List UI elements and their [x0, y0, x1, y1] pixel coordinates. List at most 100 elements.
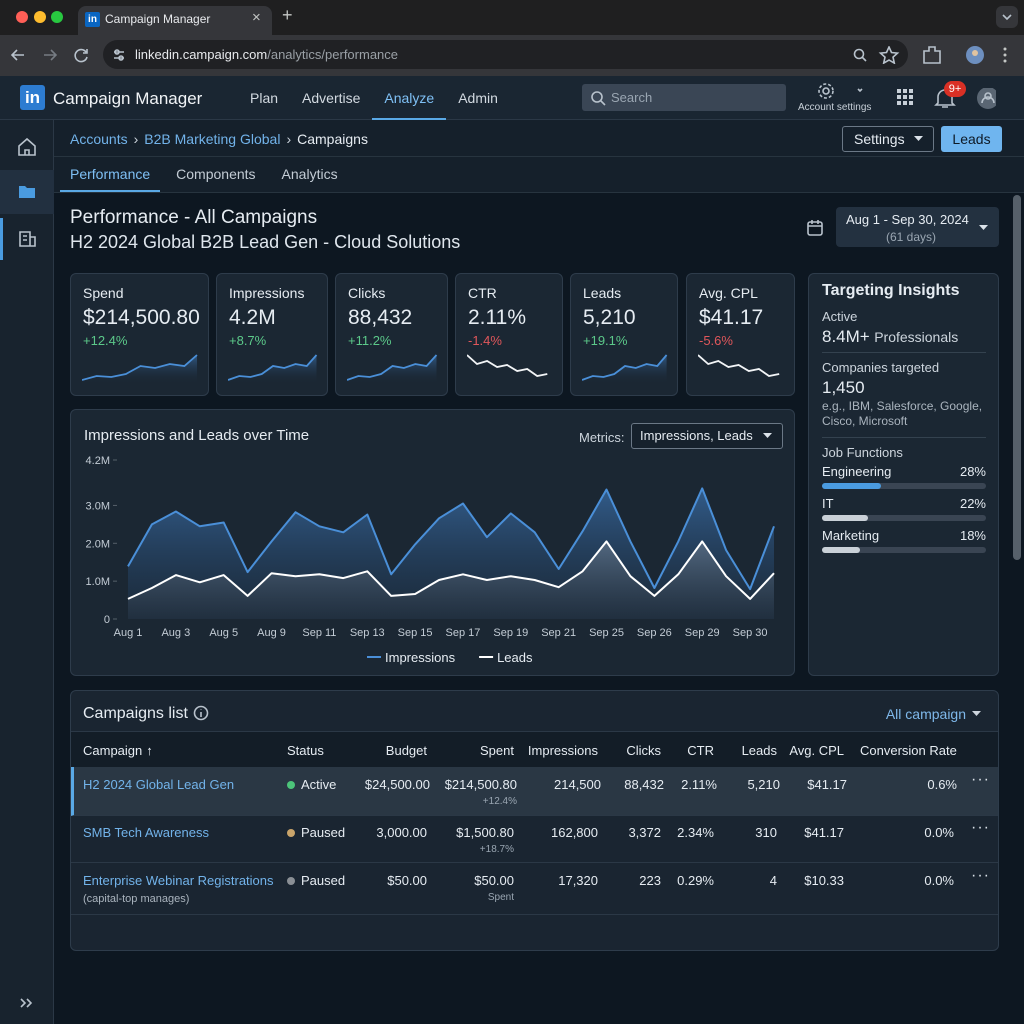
status-dot: [287, 829, 295, 837]
calendar-icon[interactable]: [806, 219, 824, 237]
cell-impressions: 162,800: [551, 825, 598, 840]
campaign-name[interactable]: H2 2024 Global Lead Gen: [83, 777, 235, 792]
cell-clicks: 3,372: [628, 825, 661, 840]
column-header[interactable]: Status: [287, 743, 324, 758]
table-row[interactable]: SMB Tech Awareness Paused 3,000.00 $1,500.8…: [71, 815, 998, 863]
campaign-name[interactable]: Enterprise Webinar Registrations: [83, 873, 274, 888]
search-box[interactable]: Search: [582, 84, 786, 111]
sidebar-icons[interactable]: [0, 120, 54, 1024]
column-header[interactable]: Avg. CPL: [789, 743, 844, 758]
sparkline-area: [82, 355, 198, 384]
row-menu[interactable]: ···: [971, 867, 990, 884]
column-header[interactable]: Clicks: [626, 743, 661, 758]
kpi-change: +19.1%: [583, 333, 628, 348]
column-header[interactable]: Conversion Rate: [860, 743, 957, 758]
tab[interactable]: Components: [176, 166, 256, 182]
caret: [972, 711, 981, 716]
info-icon[interactable]: [193, 705, 209, 721]
campaign-note: (capital-top manages): [83, 893, 190, 905]
kpi-change: +11.2%: [348, 333, 392, 348]
sparkline-line: [228, 354, 318, 381]
nav-item[interactable]: Admin: [458, 90, 498, 106]
kpi-card: Spend $214,500.80 +12.4%: [70, 273, 209, 396]
search-icon: [591, 91, 606, 106]
cell-spent: $50.00: [474, 873, 514, 888]
kpi-value: 5,210: [583, 306, 636, 329]
column-header[interactable]: Budget: [385, 743, 427, 758]
job-function-name: IT: [822, 496, 834, 511]
kpi-label: Avg. CPL: [699, 285, 758, 301]
breadcrumb-item: Campaigns: [297, 131, 368, 147]
sparkline-line: [582, 354, 668, 381]
x-tick-label: Sep 26: [637, 627, 672, 639]
row-menu[interactable]: ···: [971, 819, 990, 836]
new-tab[interactable]: +: [282, 5, 293, 25]
url-bar[interactable]: linkedin.campaign.com/analytics/performa…: [103, 40, 908, 69]
status: Paused: [287, 873, 345, 888]
date-picker[interactable]: Aug 1 - Sep 30, 2024 (61 days): [836, 207, 999, 247]
nav-item[interactable]: Plan: [250, 90, 279, 106]
url-actions[interactable]: [851, 46, 901, 64]
column-header[interactable]: Spent: [480, 743, 514, 758]
legend-label: Impressions: [385, 650, 456, 665]
table-row[interactable]: H2 2024 Global Lead Gen Active $24,500.00 $…: [71, 767, 998, 816]
kpi-label: Impressions: [229, 285, 305, 301]
leads-button[interactable]: Leads: [941, 126, 1002, 152]
toolbar: linkedin.campaign.com/analytics/performa…: [0, 35, 1024, 76]
breadcrumb-item[interactable]: B2B Marketing Global: [144, 131, 281, 147]
column-header[interactable]: CTR: [687, 743, 714, 758]
cell-spent: $214,500.80: [444, 777, 517, 792]
nav-item[interactable]: Advertise: [302, 90, 361, 106]
nav-buttons[interactable]: [8, 45, 92, 65]
row-menu[interactable]: ···: [971, 771, 990, 788]
column-header[interactable]: Impressions: [527, 743, 598, 758]
job-functions-label: Job Functions: [822, 445, 903, 460]
window-controls[interactable]: [0, 0, 70, 35]
date-days: (61 days): [886, 230, 937, 244]
scrollbar[interactable]: [1013, 195, 1021, 560]
sparkline-area: [582, 355, 667, 384]
campaign-filter[interactable]: All campaign: [885, 706, 966, 722]
settings-gear[interactable]: [816, 82, 864, 100]
tab[interactable]: Analytics: [281, 166, 338, 182]
spent-note: +12.4%: [482, 796, 517, 807]
nav-item[interactable]: Analyze: [372, 76, 447, 120]
tab-menu[interactable]: [996, 6, 1018, 28]
metrics-dropdown[interactable]: Impressions, Leads: [631, 423, 783, 449]
x-tick-label: Sep 13: [350, 627, 385, 639]
breadcrumb: Accounts › B2B Marketing Global › Campaigns: [70, 131, 368, 147]
settings-button[interactable]: Settings: [842, 126, 934, 152]
job-function-percent: 22%: [959, 496, 986, 511]
tab[interactable]: Performance: [60, 157, 161, 192]
logo[interactable]: in: [20, 85, 45, 110]
sparkline: [698, 354, 780, 377]
table-row[interactable]: Enterprise Webinar Registrations Paused $5…: [71, 863, 998, 915]
job-function-bar: [822, 515, 869, 521]
metrics-label: Metrics:: [579, 430, 625, 445]
cell-budget: $24,500.00: [364, 777, 430, 792]
cell-impressions: 17,320: [558, 873, 598, 888]
cell-leads: 5,210: [747, 777, 780, 792]
cell-ctr: 2.11%: [681, 777, 717, 792]
url: linkedin.campaign.com/analytics/performa…: [135, 47, 398, 62]
tab-bar: in Campaign Manager × +: [0, 0, 1024, 35]
series-line: [127, 487, 775, 591]
x-tick-label: Sep 17: [446, 627, 481, 639]
kpi-card: Impressions 4.2M +8.7%: [216, 273, 328, 396]
browser-actions[interactable]: [920, 43, 1020, 67]
browser-tab[interactable]: in Campaign Manager ×: [78, 6, 272, 35]
x-tick-label: Sep 15: [398, 627, 433, 639]
campaign-name[interactable]: SMB Tech Awareness: [83, 825, 209, 840]
metrics-value: Impressions, Leads: [640, 428, 753, 443]
site-info[interactable]: [111, 47, 127, 63]
account-settings-label[interactable]: Account settings: [798, 102, 872, 113]
sparkline-line: [82, 354, 198, 381]
header-icons[interactable]: [896, 88, 996, 112]
breadcrumb-item[interactable]: Accounts: [70, 131, 128, 147]
url-host: linkedin.campaign.com: [135, 47, 268, 62]
tab-close[interactable]: ×: [252, 9, 261, 26]
kpi-value: $41.17: [699, 306, 764, 329]
column-header[interactable]: Leads: [741, 743, 777, 758]
column-header[interactable]: Campaign ↑: [83, 743, 153, 758]
